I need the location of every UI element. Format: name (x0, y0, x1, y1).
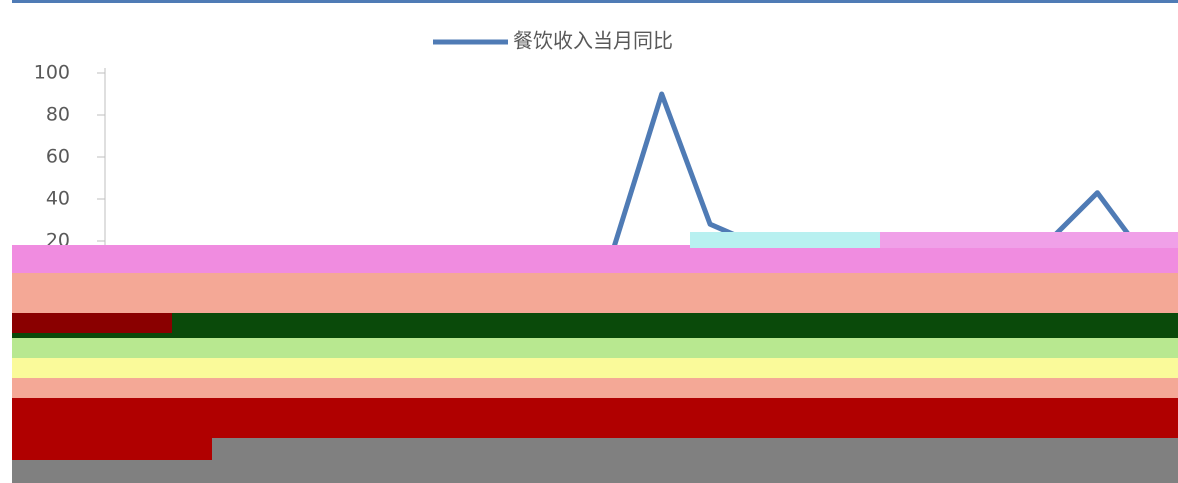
y-tick-label: 40 (46, 188, 70, 210)
noise-band (12, 338, 1178, 358)
noise-band (12, 313, 172, 333)
noise-band (212, 438, 1178, 460)
y-tick-label: 80 (46, 104, 70, 126)
noise-band (12, 378, 1178, 398)
corrupted-region (12, 232, 1178, 483)
noise-band (12, 398, 1178, 438)
y-tick-label: 100 (34, 62, 70, 84)
noise-band (12, 358, 1178, 378)
noise-band (12, 313, 1178, 338)
left-margin (0, 0, 12, 483)
noise-band (12, 460, 1178, 483)
noise-band (880, 232, 1178, 248)
noise-band (12, 273, 1178, 313)
top-border (0, 0, 1178, 3)
noise-band (12, 438, 212, 460)
noise-band (12, 245, 1178, 273)
legend-text: 餐饮收入当月同比 (513, 29, 673, 53)
y-tick-label: 60 (46, 146, 70, 168)
noise-band (690, 232, 880, 248)
